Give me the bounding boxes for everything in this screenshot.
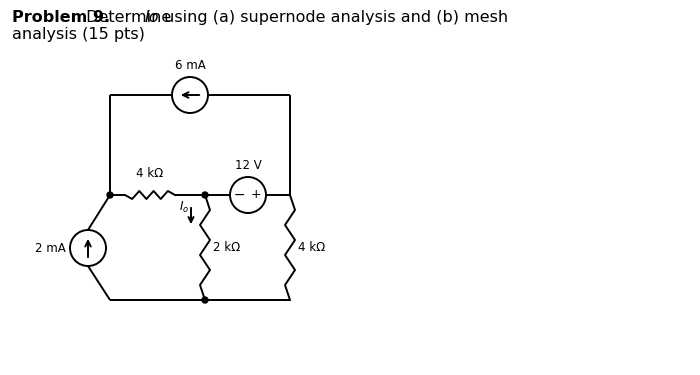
Circle shape — [202, 297, 208, 303]
Circle shape — [202, 192, 208, 198]
Text: 2 mA: 2 mA — [35, 242, 66, 255]
Text: −: − — [233, 188, 245, 202]
Text: 4 kΩ: 4 kΩ — [298, 241, 326, 254]
Text: Determine: Determine — [81, 10, 176, 25]
Text: Problem 9.: Problem 9. — [12, 10, 110, 25]
Text: analysis (15 pts): analysis (15 pts) — [12, 27, 145, 42]
Text: $I_o$: $I_o$ — [179, 200, 189, 214]
Text: 4 kΩ: 4 kΩ — [136, 167, 164, 180]
Text: 12 V: 12 V — [234, 159, 261, 172]
Text: Io: Io — [145, 10, 160, 25]
Text: +: + — [251, 189, 261, 201]
Text: 6 mA: 6 mA — [174, 59, 205, 72]
Text: using (a) supernode analysis and (b) mesh: using (a) supernode analysis and (b) mes… — [159, 10, 508, 25]
Circle shape — [107, 192, 113, 198]
Text: 2 kΩ: 2 kΩ — [213, 241, 240, 254]
